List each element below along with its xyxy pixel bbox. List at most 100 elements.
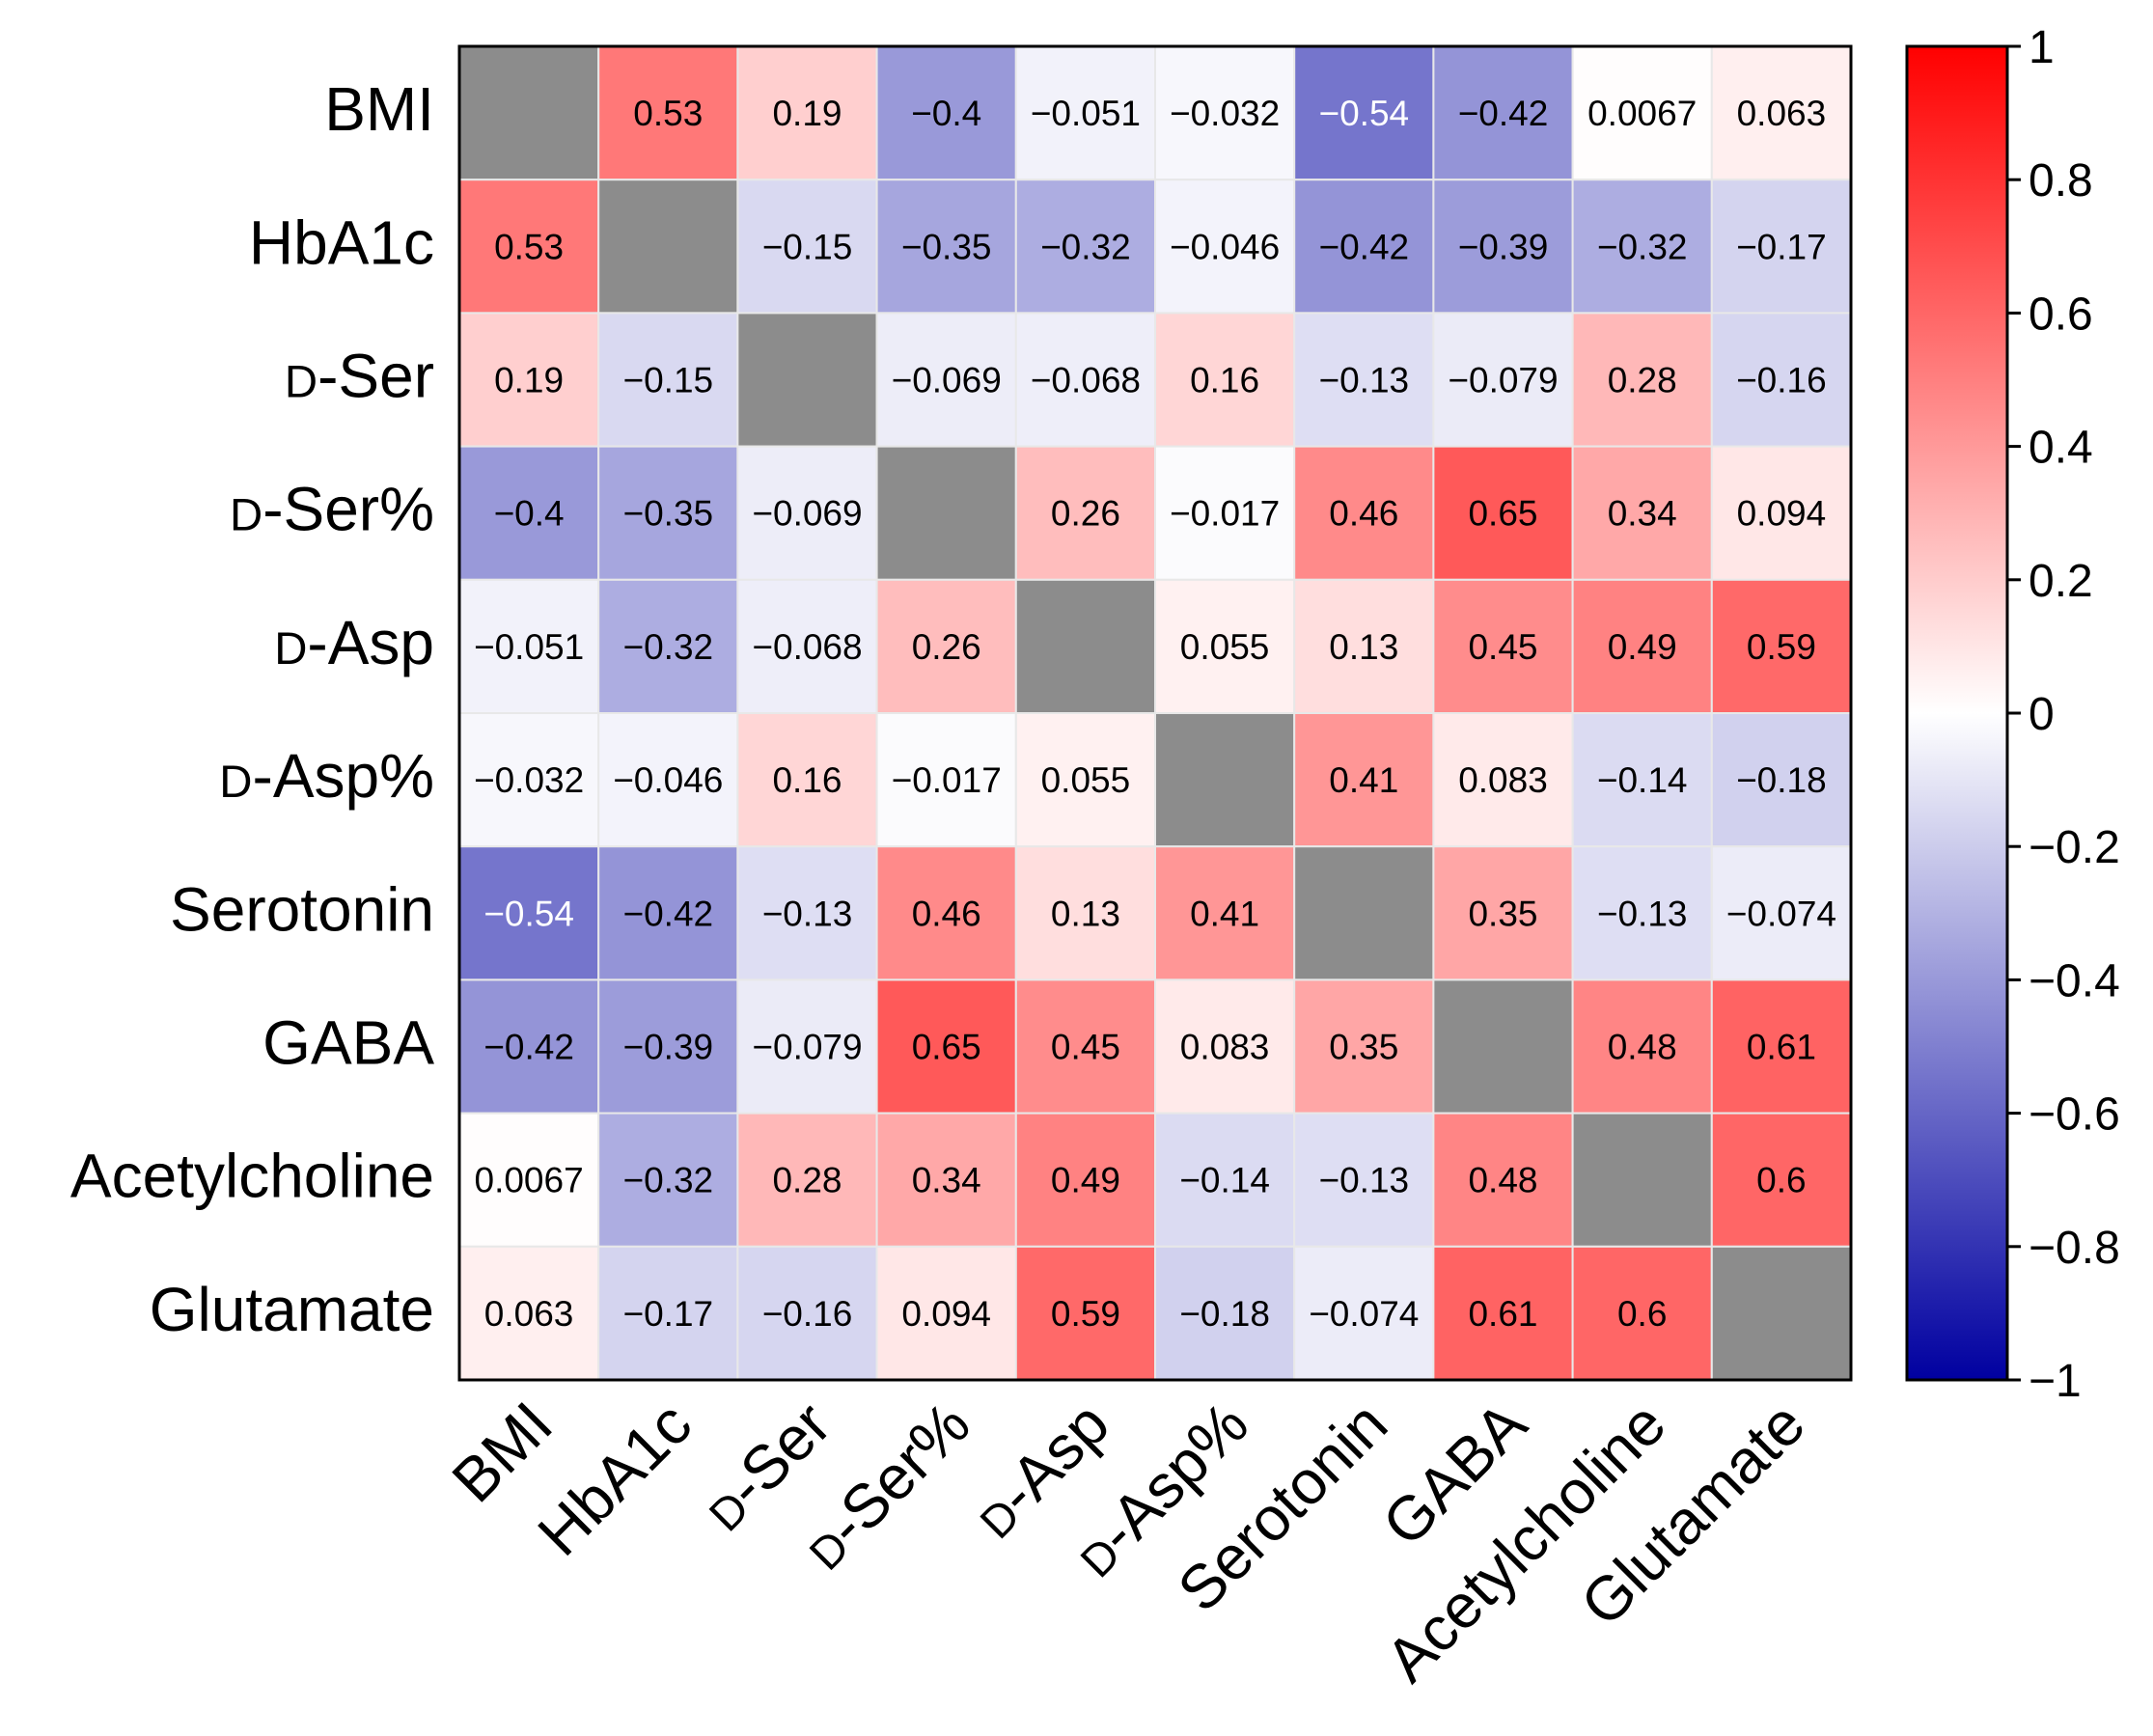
cell-value-label: −0.074: [1309, 1294, 1419, 1334]
cell-value-label: −0.13: [762, 894, 853, 933]
colorbar-tick-label: −1: [2029, 1356, 2082, 1407]
cell-value-label: −0.046: [1170, 227, 1280, 266]
cell-value-label: 0.083: [1458, 760, 1548, 800]
cell-value-label: 0.055: [1180, 627, 1270, 667]
heatmap-cell: [1154, 578, 1296, 714]
heatmap-cell: [597, 978, 739, 1115]
cell-value-label: −0.54: [483, 894, 574, 933]
colorbar-tick-label: 0.2: [2029, 556, 2093, 607]
heatmap-cell: [1432, 45, 1574, 181]
heatmap-cell: [1293, 1245, 1435, 1382]
heatmap-cell: [597, 45, 739, 181]
cell-value-label: −0.051: [1031, 94, 1141, 133]
heatmap-cell-diagonal: [1710, 1245, 1853, 1382]
row-label: BMI: [324, 74, 434, 144]
heatmap-cell: [1571, 578, 1713, 714]
heatmap-cell: [458, 445, 600, 581]
cell-value-label: −0.35: [622, 494, 713, 534]
cell-value-label: −0.32: [622, 627, 713, 667]
cell-value-label: −0.54: [1318, 94, 1409, 133]
cell-value-label: −0.16: [762, 1294, 853, 1334]
column-labels: BMIHbA1cD-SerD-Ser%D-AspD-Asp%SerotoninG…: [439, 1389, 1818, 1695]
heatmap-cell: [1014, 1112, 1157, 1248]
heatmap-cell: [458, 312, 600, 448]
cell-value-label: −0.32: [1040, 227, 1131, 266]
heatmap-cells: [458, 45, 1853, 1382]
heatmap-cell: [1571, 845, 1713, 981]
heatmap-cell-diagonal: [597, 179, 739, 315]
cell-value-label: −0.42: [483, 1028, 574, 1067]
cell-value-label: 0.61: [1747, 1028, 1816, 1067]
cell-value-label: −0.032: [474, 760, 584, 800]
heatmap-cell-values: 0.53 0.19 −0.4 −0.051 −0.032 −0.54 −0.42 0.0067…: [474, 94, 1836, 1334]
cell-value-label: −0.051: [474, 627, 584, 667]
cell-value-label: 0.46: [1329, 494, 1398, 534]
cell-value-label: 0.59: [1747, 627, 1816, 667]
heatmap-cell-diagonal: [1293, 845, 1435, 981]
heatmap-cell: [1571, 1245, 1713, 1382]
heatmap-frame: [457, 44, 1853, 1382]
heatmap-cell: [875, 179, 1017, 315]
heatmap-cell-diagonal: [1432, 978, 1574, 1115]
heatmap-cell-diagonal: [1571, 1112, 1713, 1248]
cell-value-label: −0.069: [892, 361, 1002, 400]
colorbar-tick-label: −0.6: [2029, 1089, 2120, 1141]
cell-value-label: −0.35: [901, 227, 992, 266]
cell-value-label: −0.42: [1318, 227, 1409, 266]
heatmap-cell: [1710, 445, 1853, 581]
cell-value-label: 0.48: [1608, 1028, 1677, 1067]
heatmap-cell: [1710, 45, 1853, 181]
heatmap-cell: [1293, 179, 1435, 315]
heatmap-cell: [1154, 445, 1296, 581]
heatmap-cell: [1432, 845, 1574, 981]
colorbar-tick-label: 0: [2029, 689, 2055, 740]
heatmap-cell: [1154, 845, 1296, 981]
heatmap-cell: [1154, 45, 1296, 181]
heatmap-cell: [736, 1112, 878, 1248]
cell-value-label: 0.094: [1737, 494, 1827, 534]
row-label: D-Asp: [274, 608, 434, 677]
colorbar: 1 0.8 0.6 0.4 0.2 0 −0.2 −0.4 −0.6 −0.8 −1: [1905, 22, 2120, 1407]
cell-value-label: −0.017: [1170, 494, 1280, 534]
colorbar-gradient: [1905, 44, 2009, 1382]
cell-value-label: −0.39: [622, 1028, 713, 1067]
heatmap-cell: [1432, 312, 1574, 448]
row-labels: BMI HbA1c D-Ser D-Ser% D-Asp D-Asp% Serotonin G…: [70, 74, 434, 1344]
heatmap-cell: [1014, 712, 1157, 848]
cell-value-label: 0.6: [1617, 1294, 1667, 1334]
heatmap-cell: [1571, 978, 1713, 1115]
cell-value-label: 0.53: [494, 227, 564, 266]
heatmap-cell: [875, 1112, 1017, 1248]
heatmap-cell-diagonal: [458, 45, 600, 181]
cell-value-label: −0.42: [622, 894, 713, 933]
cell-value-label: 0.34: [1608, 494, 1677, 534]
cell-value-label: 0.61: [1468, 1294, 1537, 1334]
cell-value-label: 0.65: [1468, 494, 1537, 534]
cell-value-label: −0.15: [762, 227, 853, 266]
row-label: D-Ser%: [230, 475, 434, 544]
cell-value-label: −0.32: [1597, 227, 1688, 266]
cell-value-label: −0.18: [1736, 760, 1827, 800]
heatmap-cell: [1293, 578, 1435, 714]
cell-value-label: 0.34: [912, 1161, 981, 1200]
cell-value-label: 0.35: [1468, 894, 1537, 933]
heatmap-cell: [1571, 712, 1713, 848]
row-label: GABA: [262, 1008, 434, 1078]
column-label: D-Ser: [689, 1389, 844, 1544]
cell-value-label: 0.083: [1180, 1028, 1270, 1067]
cell-value-label: −0.14: [1597, 760, 1688, 800]
heatmap-cell-diagonal: [875, 445, 1017, 581]
cell-value-label: 0.49: [1608, 627, 1677, 667]
heatmap-cell: [597, 578, 739, 714]
cell-value-label: 0.59: [1051, 1294, 1120, 1334]
cell-value-label: −0.4: [911, 94, 981, 133]
heatmap-cell: [736, 578, 878, 714]
cell-value-label: −0.13: [1597, 894, 1688, 933]
cell-value-label: 0.35: [1329, 1028, 1398, 1067]
heatmap-cell: [597, 312, 739, 448]
row-label: Glutamate: [150, 1275, 434, 1344]
cell-value-label: 0.28: [1608, 361, 1677, 400]
heatmap-cell-diagonal: [1014, 578, 1157, 714]
cell-value-label: 0.46: [912, 894, 981, 933]
